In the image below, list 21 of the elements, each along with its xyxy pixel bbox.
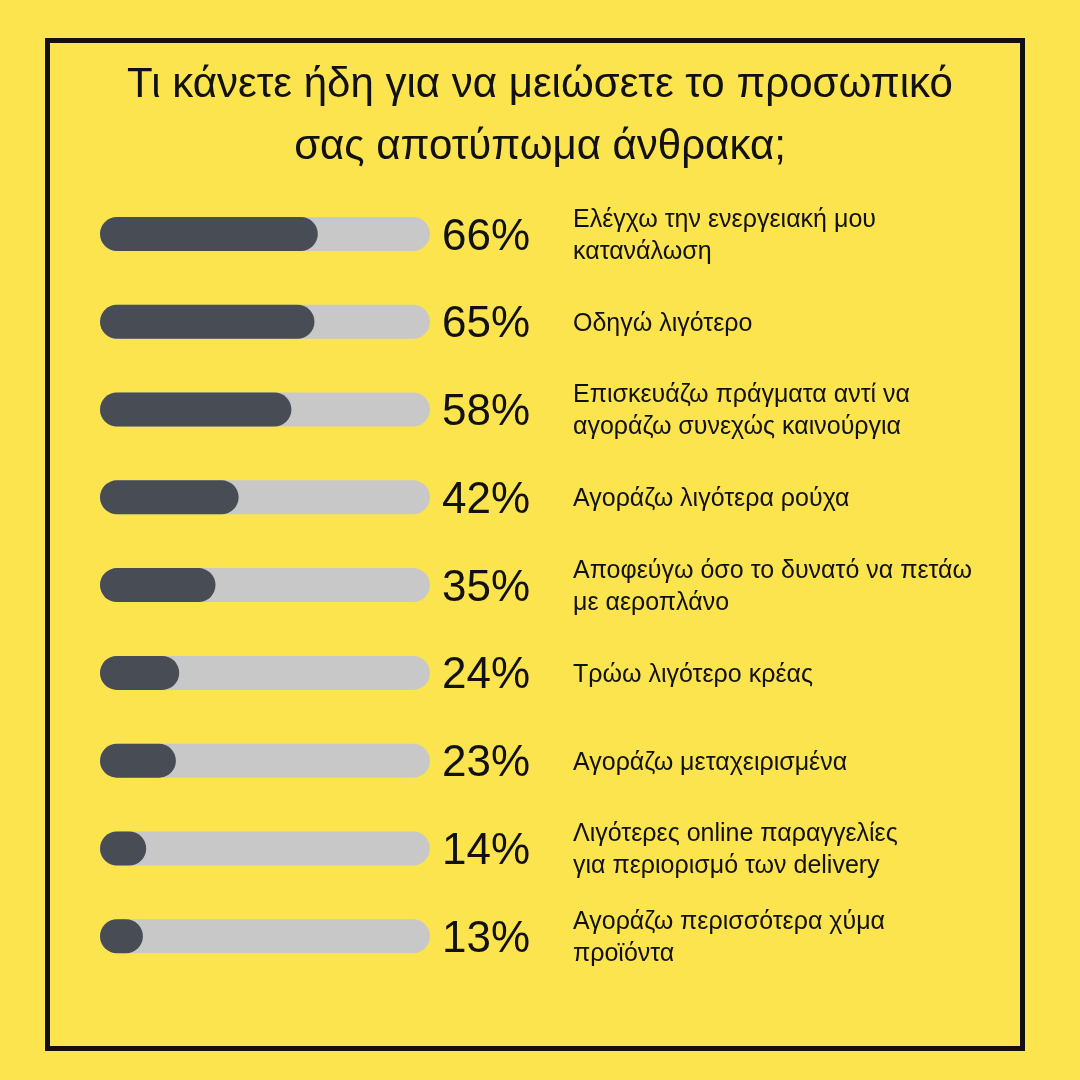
- data-label: 14%: [442, 823, 531, 873]
- y-tick-label: Αγοράζω περισσότερα χύμα προϊόντα: [573, 906, 885, 967]
- data-label: 13%: [442, 911, 531, 961]
- data-label: 24%: [442, 648, 531, 698]
- y-tick-label: Αγοράζω μεταχειρισμένα: [573, 746, 848, 775]
- y-tick-label: Οδηγώ λιγότερο: [573, 307, 753, 336]
- y-tick-label: Επισκευάζω πράγματα αντί να αγοράζω συνεχώς καινούργια: [573, 379, 910, 440]
- y-tick-label: Ελέγχω την ενεργειακή μου κατανάλωση: [573, 203, 876, 264]
- data-label: 23%: [442, 736, 531, 786]
- y-tick-label: Τρώω λιγότερο κρέας: [573, 658, 814, 687]
- bar: [100, 655, 180, 690]
- data-label: 58%: [442, 385, 531, 435]
- text: Τι κάνετε ήδη για να μειώσετε το προσωπικό σας αποτύπωμα άνθρακα;: [126, 58, 954, 170]
- y-tick-label: Λιγότερες online παραγγελίες για περιορισμό των delivery: [573, 818, 898, 879]
- data-label: 42%: [442, 472, 531, 522]
- y-tick-label: Αγοράζω λιγότερα ρούχα: [573, 483, 850, 512]
- y-tick-label: Αποφεύγω όσο το δυνατό να πετάω με αεροπλάνο: [573, 555, 973, 615]
- data-label: 35%: [442, 560, 531, 610]
- data-label: 66%: [442, 209, 531, 259]
- data-label: 65%: [442, 297, 531, 347]
- bar: [100, 743, 176, 778]
